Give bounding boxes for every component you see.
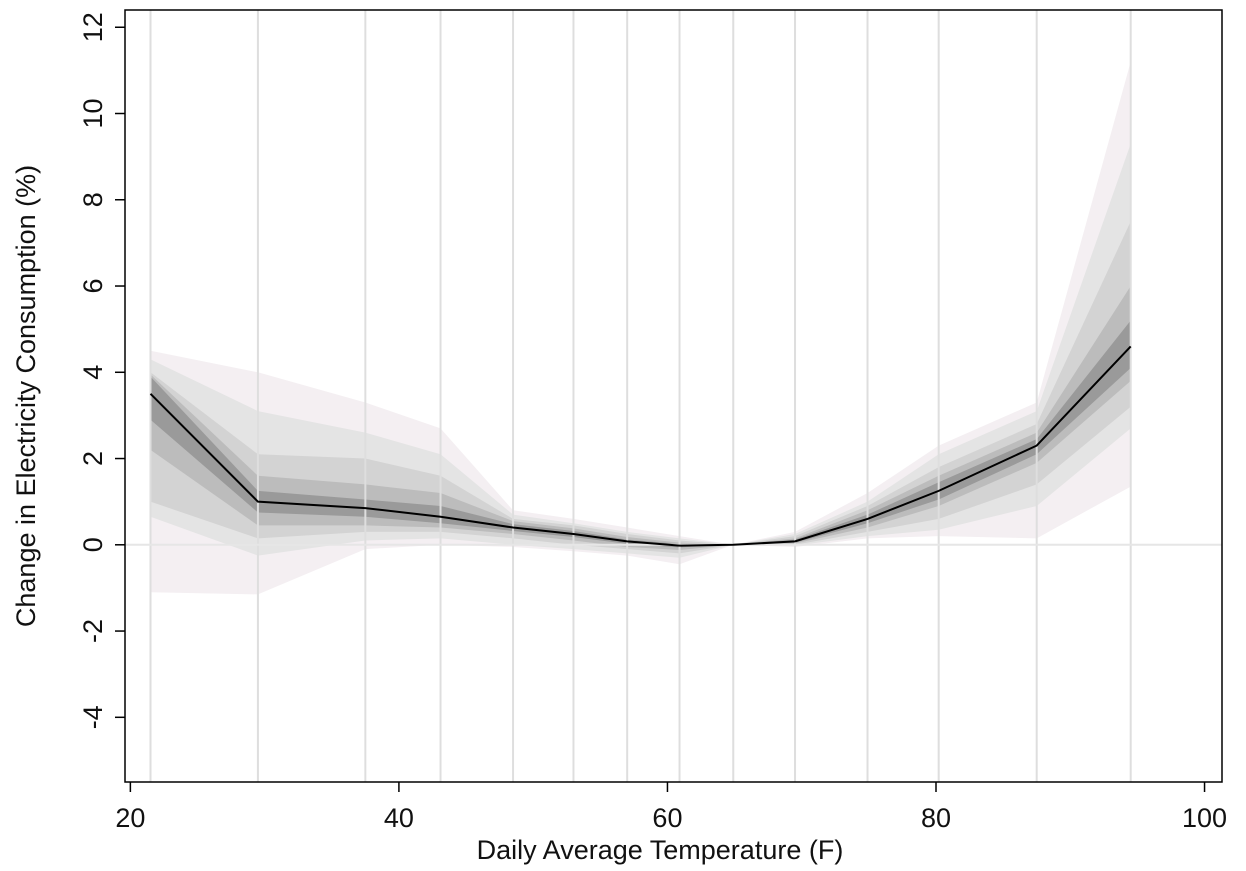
y-tick-label: -4 (78, 705, 108, 729)
line (149, 345, 1132, 547)
y-tick-label: 10 (78, 98, 108, 128)
y-tick-label: 6 (78, 279, 108, 294)
plot-frame (124, 9, 1223, 783)
y-tick-label: -2 (78, 619, 108, 643)
plot (125, 10, 1222, 782)
confidence-band (150, 143, 1131, 558)
x-tick-label: 60 (652, 803, 682, 833)
y-tick-label: 0 (78, 537, 108, 552)
y-tick-label: 2 (78, 451, 108, 466)
confidence-band (150, 221, 1131, 554)
x-tick-label: 20 (115, 803, 145, 833)
y-tick-label: 8 (78, 192, 108, 207)
y-tick-label: 12 (78, 12, 108, 42)
x-axis-title: Daily Average Temperature (F) (477, 835, 844, 865)
x-tick-label: 40 (384, 803, 414, 833)
x-tick-label: 80 (921, 803, 951, 833)
y-axis-title: Change in Electricity Consumption (%) (11, 165, 41, 627)
x-tick-label: 100 (1182, 803, 1227, 833)
y-tick-label: 4 (78, 365, 108, 380)
